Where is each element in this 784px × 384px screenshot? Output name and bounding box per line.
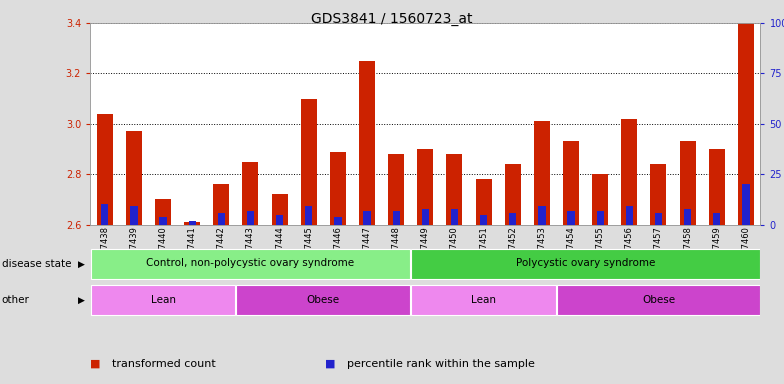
Bar <box>417 149 434 225</box>
Bar <box>568 210 575 225</box>
Bar <box>334 217 342 225</box>
Bar <box>422 209 429 225</box>
Text: Obese: Obese <box>307 295 340 305</box>
Bar <box>305 207 312 225</box>
Bar <box>534 121 550 225</box>
Bar <box>742 184 750 225</box>
Bar <box>155 199 171 225</box>
Bar <box>592 174 608 225</box>
Bar <box>213 184 230 225</box>
Bar <box>388 154 405 225</box>
Bar <box>301 99 317 225</box>
Text: Obese: Obese <box>642 295 675 305</box>
Bar <box>364 210 371 225</box>
Bar <box>446 154 463 225</box>
Text: Lean: Lean <box>151 295 176 305</box>
Text: ■: ■ <box>325 359 336 369</box>
Bar <box>738 23 754 225</box>
Bar <box>159 217 167 225</box>
Bar <box>247 210 254 225</box>
Bar <box>96 114 113 225</box>
Text: GDS3841 / 1560723_at: GDS3841 / 1560723_at <box>311 12 473 25</box>
Bar <box>626 207 633 225</box>
Bar <box>505 164 521 225</box>
Bar <box>130 207 137 225</box>
Bar <box>709 149 724 225</box>
Bar <box>188 221 196 225</box>
Bar <box>276 215 283 225</box>
Text: percentile rank within the sample: percentile rank within the sample <box>347 359 535 369</box>
Text: disease state: disease state <box>2 259 71 269</box>
Text: other: other <box>2 295 30 306</box>
Bar <box>557 285 760 316</box>
Bar <box>684 209 691 225</box>
Bar <box>359 61 375 225</box>
Bar <box>451 209 458 225</box>
Bar <box>184 222 200 225</box>
Bar <box>412 249 760 279</box>
Bar <box>655 213 662 225</box>
Text: ▶: ▶ <box>78 260 85 268</box>
Text: Polycystic ovary syndrome: Polycystic ovary syndrome <box>516 258 655 268</box>
Bar <box>91 249 410 279</box>
Bar <box>509 213 517 225</box>
Text: transformed count: transformed count <box>112 359 216 369</box>
Bar <box>242 162 259 225</box>
Bar <box>101 205 108 225</box>
Bar <box>237 285 410 316</box>
Text: Lean: Lean <box>471 295 496 305</box>
Bar <box>713 213 720 225</box>
Bar <box>621 119 637 225</box>
Bar <box>330 152 346 225</box>
Text: ■: ■ <box>90 359 100 369</box>
Text: Control, non-polycystic ovary syndrome: Control, non-polycystic ovary syndrome <box>147 258 354 268</box>
Bar <box>563 141 579 225</box>
Bar <box>539 207 546 225</box>
Bar <box>476 179 492 225</box>
Bar <box>218 213 225 225</box>
Text: ▶: ▶ <box>78 296 85 305</box>
Bar <box>393 210 400 225</box>
Bar <box>680 141 695 225</box>
Bar <box>651 164 666 225</box>
Bar <box>91 285 235 316</box>
Bar <box>412 285 556 316</box>
Bar <box>271 194 288 225</box>
Bar <box>597 210 604 225</box>
Bar <box>480 215 487 225</box>
Bar <box>126 131 142 225</box>
